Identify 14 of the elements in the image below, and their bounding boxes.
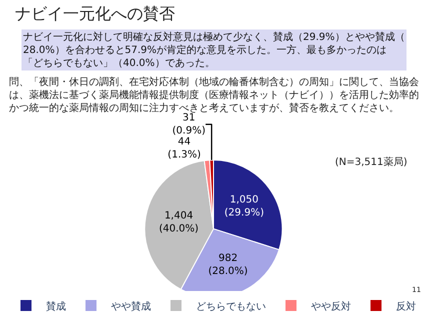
legend-label: やや反対 (311, 300, 351, 312)
data-label: 982 (28.0%) (208, 252, 248, 277)
legend-label: 反対 (396, 300, 416, 312)
legend-label: どちらでもない (196, 301, 266, 312)
chart-subtitle: ナビイ一元化に対して明確な反対意見は極めて少なく、賛成（29.9%）とやや賛成（28.0%）を合わせると57.9%が肯定的な意見を示した。一方、最も多かったのは「どちらでもない」（40.0%）であった。 (23, 31, 405, 69)
data-label: 1,404 (40.0%) (158, 210, 199, 234)
text: 問、「夜間・休日の調剤、在宅対応体制（地域の輪番体制含む）の周知」に関して、当協会は、薬機法に基づく薬局機能情報提供制度（医療情報ネット（ナビイ））を活用した効率的かつ統一的な薬局情報の周知に注力すべきと考えていますが、賛否を教えてください。 (9, 76, 419, 114)
legend-label: 賛成 (46, 300, 66, 312)
data-label: 1,050 (29.9%) (224, 194, 264, 218)
text: (N=3,511薬局) (335, 156, 408, 168)
chart-title: ナビイ一元化への賛否 (15, 4, 175, 23)
legend-label: やや賛成 (111, 300, 151, 312)
data-label: 31 (0.9%) (172, 112, 206, 136)
data-label: 44 (1.3%) (168, 136, 201, 160)
